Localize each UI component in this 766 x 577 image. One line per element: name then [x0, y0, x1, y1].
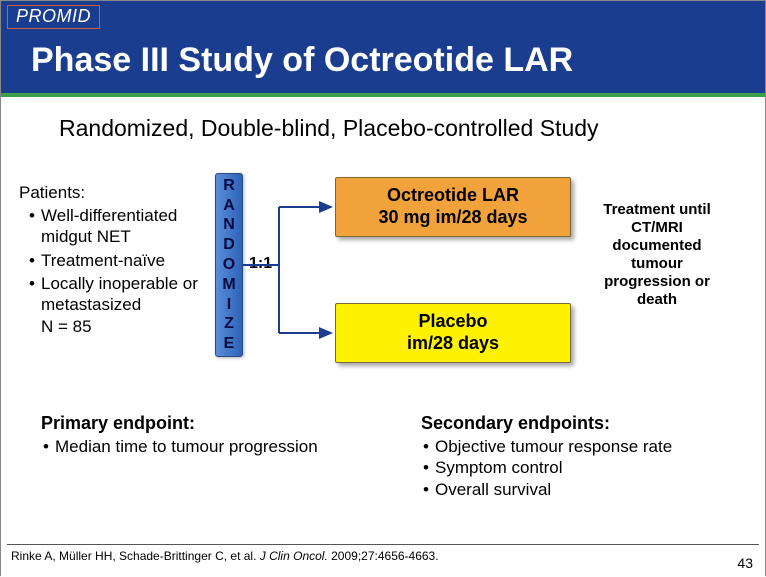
randomize-letter: R	[223, 178, 235, 194]
randomize-letter: Z	[224, 316, 234, 332]
patients-item: Locally inoperable or metastasized	[29, 273, 204, 316]
secondary-item: Overall survival	[423, 479, 672, 500]
citation: Rinke A, Müller HH, Schade-Brittinger C,…	[11, 549, 439, 563]
footer-divider	[7, 544, 759, 545]
citation-rest: 2009;27:4656-4663.	[328, 549, 439, 563]
secondary-header: Secondary endpoints:	[421, 413, 672, 434]
citation-authors: Rinke A, Müller HH, Schade-Brittinger C,…	[11, 549, 260, 563]
subtitle: Randomized, Double-blind, Placebo-contro…	[59, 115, 599, 142]
citation-journal: J Clin Oncol.	[260, 549, 328, 563]
arm-octreotide: Octreotide LAR 30 mg im/28 days	[335, 177, 571, 237]
endpoints: Primary endpoint: Median time to tumour …	[41, 413, 745, 500]
patients-item: Treatment-naïve	[29, 250, 204, 271]
primary-header: Primary endpoint:	[41, 413, 381, 434]
randomize-letter: M	[222, 277, 235, 293]
patients-n: N = 85	[19, 317, 204, 337]
primary-endpoint: Primary endpoint: Median time to tumour …	[41, 413, 381, 500]
arm1-line1: Octreotide LAR	[336, 185, 570, 207]
primary-item: Median time to tumour progression	[43, 436, 381, 457]
study-tag: PROMID	[7, 5, 100, 29]
randomize-letter: D	[223, 237, 235, 253]
arm1-line2: 30 mg im/28 days	[336, 207, 570, 229]
secondary-item: Objective tumour response rate	[423, 436, 672, 457]
patients-item: Well-differentiated midgut NET	[29, 205, 204, 248]
arm-placebo: Placebo im/28 days	[335, 303, 571, 363]
patients-header: Patients:	[19, 183, 204, 203]
patients-block: Patients: Well-differentiated midgut NET…	[19, 183, 204, 337]
header-band: PROMID Phase III Study of Octreotide LAR	[1, 1, 765, 97]
randomize-letter: O	[223, 257, 235, 273]
randomize-box: R A N D O M I Z E	[215, 173, 243, 357]
arm2-line2: im/28 days	[336, 333, 570, 355]
slide-title: Phase III Study of Octreotide LAR	[31, 41, 573, 80]
page-number: 43	[737, 555, 753, 571]
arrow-connector	[243, 173, 335, 357]
treatment-note: Treatment until CT/MRI documented tumour…	[587, 201, 727, 309]
randomize-letter: N	[223, 217, 235, 233]
content-area: Randomized, Double-blind, Placebo-contro…	[1, 97, 765, 577]
secondary-endpoints: Secondary endpoints: Objective tumour re…	[421, 413, 672, 500]
randomize-letter: E	[224, 336, 235, 352]
arm2-line1: Placebo	[336, 311, 570, 333]
randomize-letter: I	[227, 297, 231, 313]
randomize-letter: A	[223, 198, 235, 214]
patients-list: Well-differentiated midgut NET Treatment…	[19, 205, 204, 315]
secondary-item: Symptom control	[423, 457, 672, 478]
